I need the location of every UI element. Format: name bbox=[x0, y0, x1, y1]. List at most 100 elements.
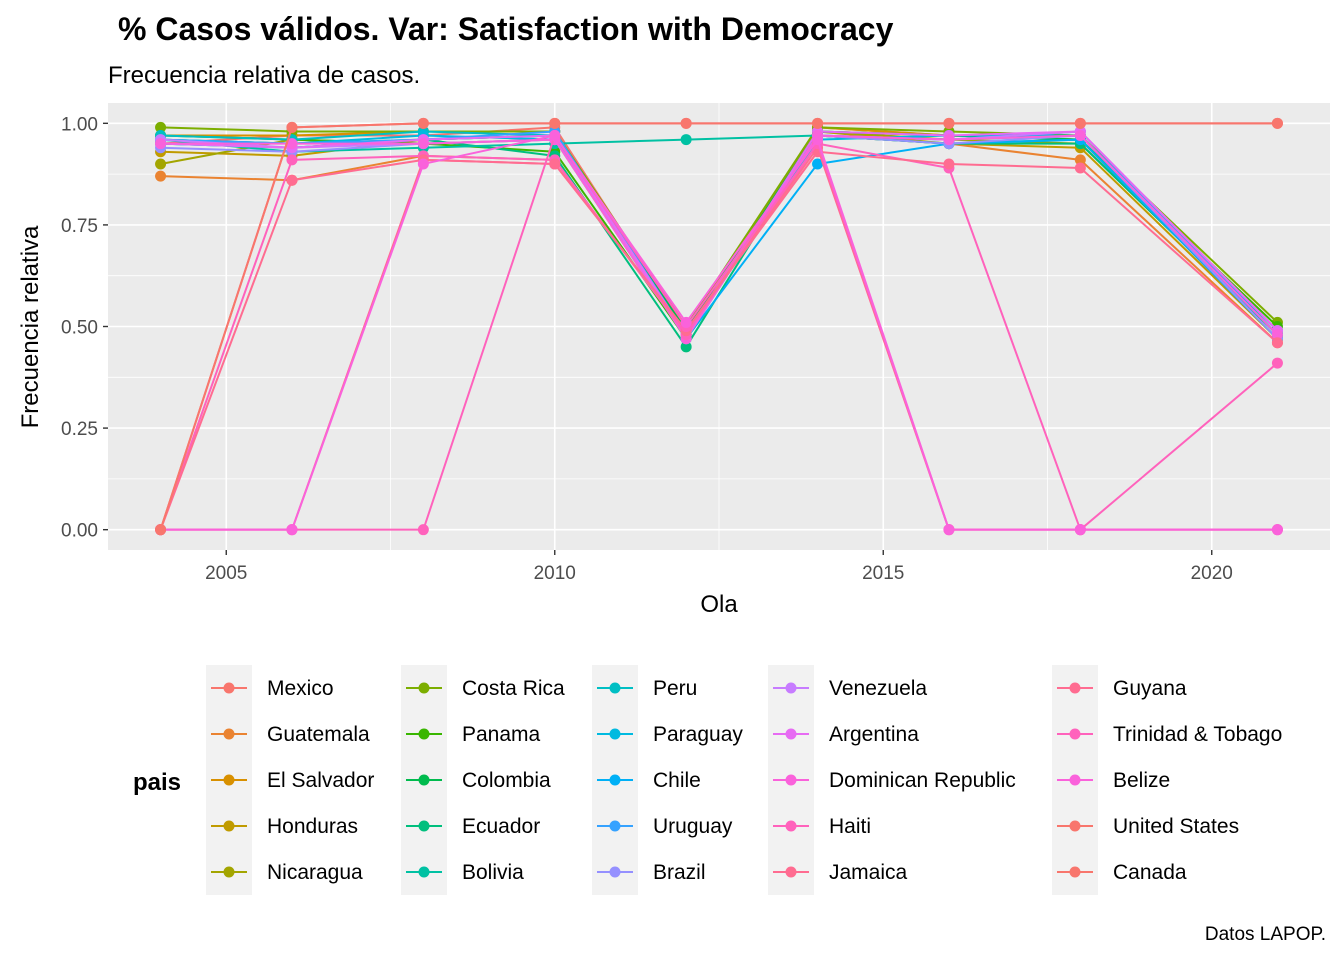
legend-title: pais bbox=[133, 769, 181, 796]
axes: 2005 2010 2015 2020 0.00 0.25 0.50 0.75 1.00 bbox=[61, 114, 1233, 584]
y-tick-label: 0.25 bbox=[61, 419, 98, 440]
legend-key-point bbox=[785, 682, 797, 694]
data-point bbox=[155, 158, 167, 170]
legend-key-point bbox=[418, 728, 430, 740]
y-tick-label: 0.00 bbox=[61, 521, 98, 542]
data-point bbox=[812, 117, 824, 129]
legend-item: Belize bbox=[1052, 757, 1170, 803]
y-tick-label: 0.75 bbox=[61, 216, 98, 237]
legend-key-point bbox=[609, 774, 621, 786]
data-point bbox=[1271, 357, 1283, 369]
data-point bbox=[1271, 329, 1283, 341]
legend-key-point bbox=[418, 774, 430, 786]
legend-key-point bbox=[1069, 866, 1081, 878]
data-point bbox=[155, 170, 167, 182]
legend-key-point bbox=[785, 728, 797, 740]
legend-key-point bbox=[418, 866, 430, 878]
data-point bbox=[680, 134, 692, 146]
legend-label: Guatemala bbox=[267, 723, 370, 746]
legend-key-point bbox=[1069, 682, 1081, 694]
data-point bbox=[155, 121, 167, 133]
legend-key-point bbox=[223, 820, 235, 832]
data-point bbox=[1271, 117, 1283, 129]
legend-item: Colombia bbox=[401, 757, 551, 803]
legend-item: Chile bbox=[592, 757, 701, 803]
data-point bbox=[943, 524, 955, 536]
legend-label: Guyana bbox=[1113, 677, 1187, 700]
data-point bbox=[1074, 130, 1086, 142]
data-point bbox=[680, 117, 692, 129]
legend-key-point bbox=[223, 774, 235, 786]
legend-label: Uruguay bbox=[653, 815, 733, 838]
data-point bbox=[1271, 337, 1283, 349]
legend-label: Haiti bbox=[829, 815, 871, 838]
data-point bbox=[943, 117, 955, 129]
legend-item: Paraguay bbox=[592, 711, 743, 757]
legend-key-point bbox=[785, 820, 797, 832]
y-tick-label: 0.50 bbox=[61, 318, 98, 339]
y-axis-title: Frecuencia relativa bbox=[17, 225, 44, 428]
legend-label: Costa Rica bbox=[462, 677, 565, 700]
data-point bbox=[1074, 154, 1086, 166]
x-tick-label: 2015 bbox=[862, 563, 904, 584]
legend-key-point bbox=[223, 682, 235, 694]
legend-label: Argentina bbox=[829, 723, 919, 746]
x-axis-title: Ola bbox=[700, 591, 738, 618]
legend-key-point bbox=[785, 774, 797, 786]
legend-item: Canada bbox=[1052, 849, 1187, 895]
legend-label: Peru bbox=[653, 677, 697, 700]
legend-key-point bbox=[1069, 820, 1081, 832]
data-point bbox=[1074, 117, 1086, 129]
legend-key-point bbox=[609, 820, 621, 832]
data-point bbox=[549, 117, 561, 129]
legend-label: El Salvador bbox=[267, 769, 374, 792]
legend-item: Trinidad & Tobago bbox=[1052, 711, 1282, 757]
data-point bbox=[417, 158, 429, 170]
legend-item: Jamaica bbox=[768, 849, 908, 895]
legend-item: Haiti bbox=[768, 803, 871, 849]
legend-item: Argentina bbox=[768, 711, 919, 757]
data-point bbox=[417, 524, 429, 536]
legend-label: Brazil bbox=[653, 861, 706, 884]
legend-key-point bbox=[785, 866, 797, 878]
data-point bbox=[812, 158, 824, 170]
legend-label: Chile bbox=[653, 769, 701, 792]
legend-key-point bbox=[418, 820, 430, 832]
caption: Datos LAPOP. bbox=[1205, 924, 1326, 945]
legend-label: Honduras bbox=[267, 815, 358, 838]
legend-key-point bbox=[609, 728, 621, 740]
legend-item: Honduras bbox=[206, 803, 358, 849]
legend-key-point bbox=[223, 728, 235, 740]
chart-title: % Casos válidos. Var: Satisfaction with … bbox=[118, 11, 894, 47]
legend-key-point bbox=[418, 682, 430, 694]
y-tick-label: 1.00 bbox=[61, 114, 98, 135]
legend-label: Ecuador bbox=[462, 815, 540, 838]
legend-item: Guyana bbox=[1052, 665, 1187, 711]
legend-item: United States bbox=[1052, 803, 1239, 849]
legend-key-point bbox=[609, 866, 621, 878]
legend-item: Venezuela bbox=[768, 665, 927, 711]
data-point bbox=[155, 524, 167, 536]
legend-label: Bolivia bbox=[462, 861, 524, 884]
legend-item: Costa Rica bbox=[401, 665, 565, 711]
legend-label: Venezuela bbox=[829, 677, 927, 700]
legend-key-point bbox=[1069, 774, 1081, 786]
legend-item: Bolivia bbox=[401, 849, 524, 895]
x-tick-label: 2010 bbox=[534, 563, 576, 584]
data-point bbox=[286, 524, 298, 536]
data-point bbox=[417, 138, 429, 150]
legend-key-point bbox=[223, 866, 235, 878]
legend-item: Dominican Republic bbox=[768, 757, 1016, 803]
legend-item: Uruguay bbox=[592, 803, 733, 849]
data-point bbox=[286, 174, 298, 186]
data-point bbox=[155, 138, 167, 150]
legend-label: Belize bbox=[1113, 769, 1170, 792]
legend-item: Peru bbox=[592, 665, 697, 711]
legend-key-point bbox=[1069, 728, 1081, 740]
data-point bbox=[549, 130, 561, 142]
legend-item: Guatemala bbox=[206, 711, 370, 757]
data-point bbox=[680, 316, 692, 328]
legend-item: Panama bbox=[401, 711, 541, 757]
data-point bbox=[549, 158, 561, 170]
